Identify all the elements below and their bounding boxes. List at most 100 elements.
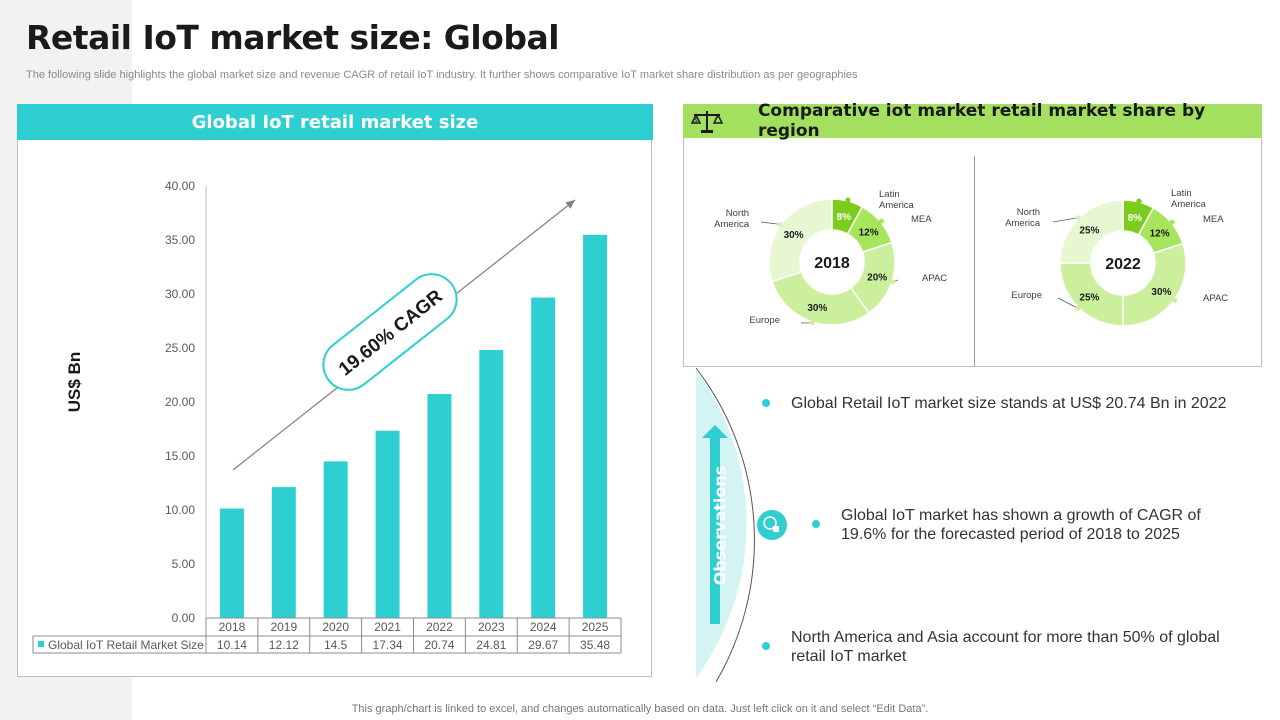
bar-chart[interactable]: 0.00 5.00 10.00 15.00 20.00 25.00 30.00 35.00 40… [17, 140, 652, 677]
donut-leader-line [760, 221, 781, 225]
data-label: 10.14 [217, 638, 247, 652]
donut-region-label: Europe [1011, 290, 1042, 301]
x-tick-label: 2021 [374, 620, 401, 634]
donut-region-label: Europe [749, 315, 780, 326]
page-title: Retail IoT market size: Global [26, 18, 560, 57]
y-tick-label: 20.00 [165, 395, 195, 409]
x-tick-label: 2023 [478, 620, 505, 634]
cagr-badge-pill [322, 273, 458, 391]
x-tick-label: 2024 [530, 620, 557, 634]
donut-leader-dot [845, 197, 851, 203]
svg-text:$: $ [695, 117, 699, 124]
cagr-arrow-head [565, 200, 575, 209]
donut-slice-label: 8% [1128, 213, 1143, 224]
donut-slice-label: 25% [1079, 225, 1099, 236]
observations-graphic [695, 368, 820, 683]
data-label: 14.5 [324, 638, 348, 652]
donut-leader-dot [777, 221, 783, 227]
donut-2018-slice [768, 198, 833, 283]
donut-2022-slice [1122, 242, 1187, 327]
bar-2022 [427, 394, 452, 618]
donut-leader-dot [1172, 298, 1178, 304]
y-tick-label: 15.00 [165, 449, 195, 463]
donut-center-label: 2022 [1105, 256, 1141, 273]
y-tick-label: 0.00 [172, 611, 196, 625]
observations-label: Observations [710, 465, 730, 585]
donut-region-label: MEA [911, 214, 932, 225]
balance-scale-icon: $ [683, 104, 732, 138]
donut-leader-dot [890, 279, 896, 285]
panel-divider [974, 156, 975, 366]
donut-leader-line [1052, 217, 1078, 223]
donut-region-label: MEA [1203, 214, 1224, 225]
donut-leader-dot [1136, 198, 1142, 204]
y-tick-label: 5.00 [172, 557, 196, 571]
donut-region-label: Latin America [879, 189, 915, 211]
data-label: 24.81 [476, 638, 506, 652]
x-tick-label: 2019 [270, 620, 297, 634]
x-tick-label: 2025 [582, 620, 609, 634]
donut-slice-label: 30% [1151, 287, 1171, 298]
donut-region-label: APAC [1203, 293, 1228, 304]
donut-2018-slice [771, 270, 871, 326]
donut-charts[interactable]: 8% Latin America 12% MEA 20% APAC 30% Europe 30% N… [683, 138, 1262, 367]
x-tick-label: 2020 [322, 620, 349, 634]
donut-hole [1092, 232, 1154, 294]
observation-2: Global IoT market has shown a growth of … [841, 507, 1201, 543]
donut-slice-label: 30% [784, 230, 804, 241]
donut-slice-label: 12% [1150, 229, 1170, 240]
y-tick-label: 30.00 [165, 287, 195, 301]
donut-leader-dot [809, 320, 815, 326]
y-axis-label: US$ Bn [65, 352, 84, 412]
region-share-title: Comparative iot market retail market sha… [757, 101, 1206, 141]
bar-2020 [323, 461, 348, 618]
analytics-icon [757, 510, 787, 540]
observation-dot-3 [762, 642, 770, 650]
bar-2018 [219, 508, 244, 618]
data-label: 20.74 [424, 638, 454, 652]
donut-2022-slice [1059, 199, 1124, 264]
y-tick-label: 25.00 [165, 341, 195, 355]
observation-1: Global Retail IoT market size stands at … [791, 395, 1227, 412]
bar-2019 [271, 487, 296, 618]
donut-region-label: Latin America [1171, 188, 1207, 210]
legend-label: Global IoT Retail Market Size [48, 638, 204, 652]
analytics-icon-lens [763, 516, 777, 530]
donut-center-label: 2018 [814, 255, 850, 272]
observation-dot-1 [762, 399, 770, 407]
observations-half-circle [696, 370, 747, 678]
observations-arrow [702, 425, 728, 624]
donut-leader-dot [1075, 305, 1081, 311]
market-size-header: Global IoT retail market size [17, 104, 653, 140]
x-tick-label: 2018 [219, 620, 246, 634]
region-share-panel [683, 138, 1262, 367]
donut-leader-dot [878, 218, 884, 224]
y-tick-label: 35.00 [165, 233, 195, 247]
legend-swatch [38, 641, 44, 647]
observation-dot-2 [812, 520, 820, 528]
observation-3: North America and Asia account for more … [791, 629, 1220, 665]
donut-slice-label: 20% [867, 273, 887, 284]
y-tick-label: 10.00 [165, 503, 195, 517]
donut-region-label: APAC [922, 273, 947, 284]
donut-leader-dot [1169, 219, 1175, 225]
data-label: 12.12 [269, 638, 299, 652]
footer-note: This graph/chart is linked to excel, and… [351, 703, 929, 715]
donut-leader-line [1057, 297, 1078, 309]
donut-hole [801, 231, 863, 293]
region-share-header: $ Comparative iot market retail market s… [683, 101, 1262, 141]
donut-region-label: North America [714, 208, 750, 230]
donut-slice-label: 8% [837, 212, 852, 223]
bar-2025 [583, 234, 608, 618]
donut-slice-label: 25% [1079, 293, 1099, 304]
donut-slice-label: 12% [859, 228, 879, 239]
donut-slice-label: 30% [807, 303, 827, 314]
data-label: 35.48 [580, 638, 610, 652]
observations-arc [695, 368, 755, 683]
cagr-badge: 19.60% CAGR [322, 273, 458, 391]
y-tick-label: 40.00 [165, 179, 195, 193]
bar-2021 [375, 430, 400, 618]
donut-region-label: North America [1005, 207, 1041, 229]
x-tick-label: 2022 [426, 620, 453, 634]
data-label: 29.67 [528, 638, 558, 652]
